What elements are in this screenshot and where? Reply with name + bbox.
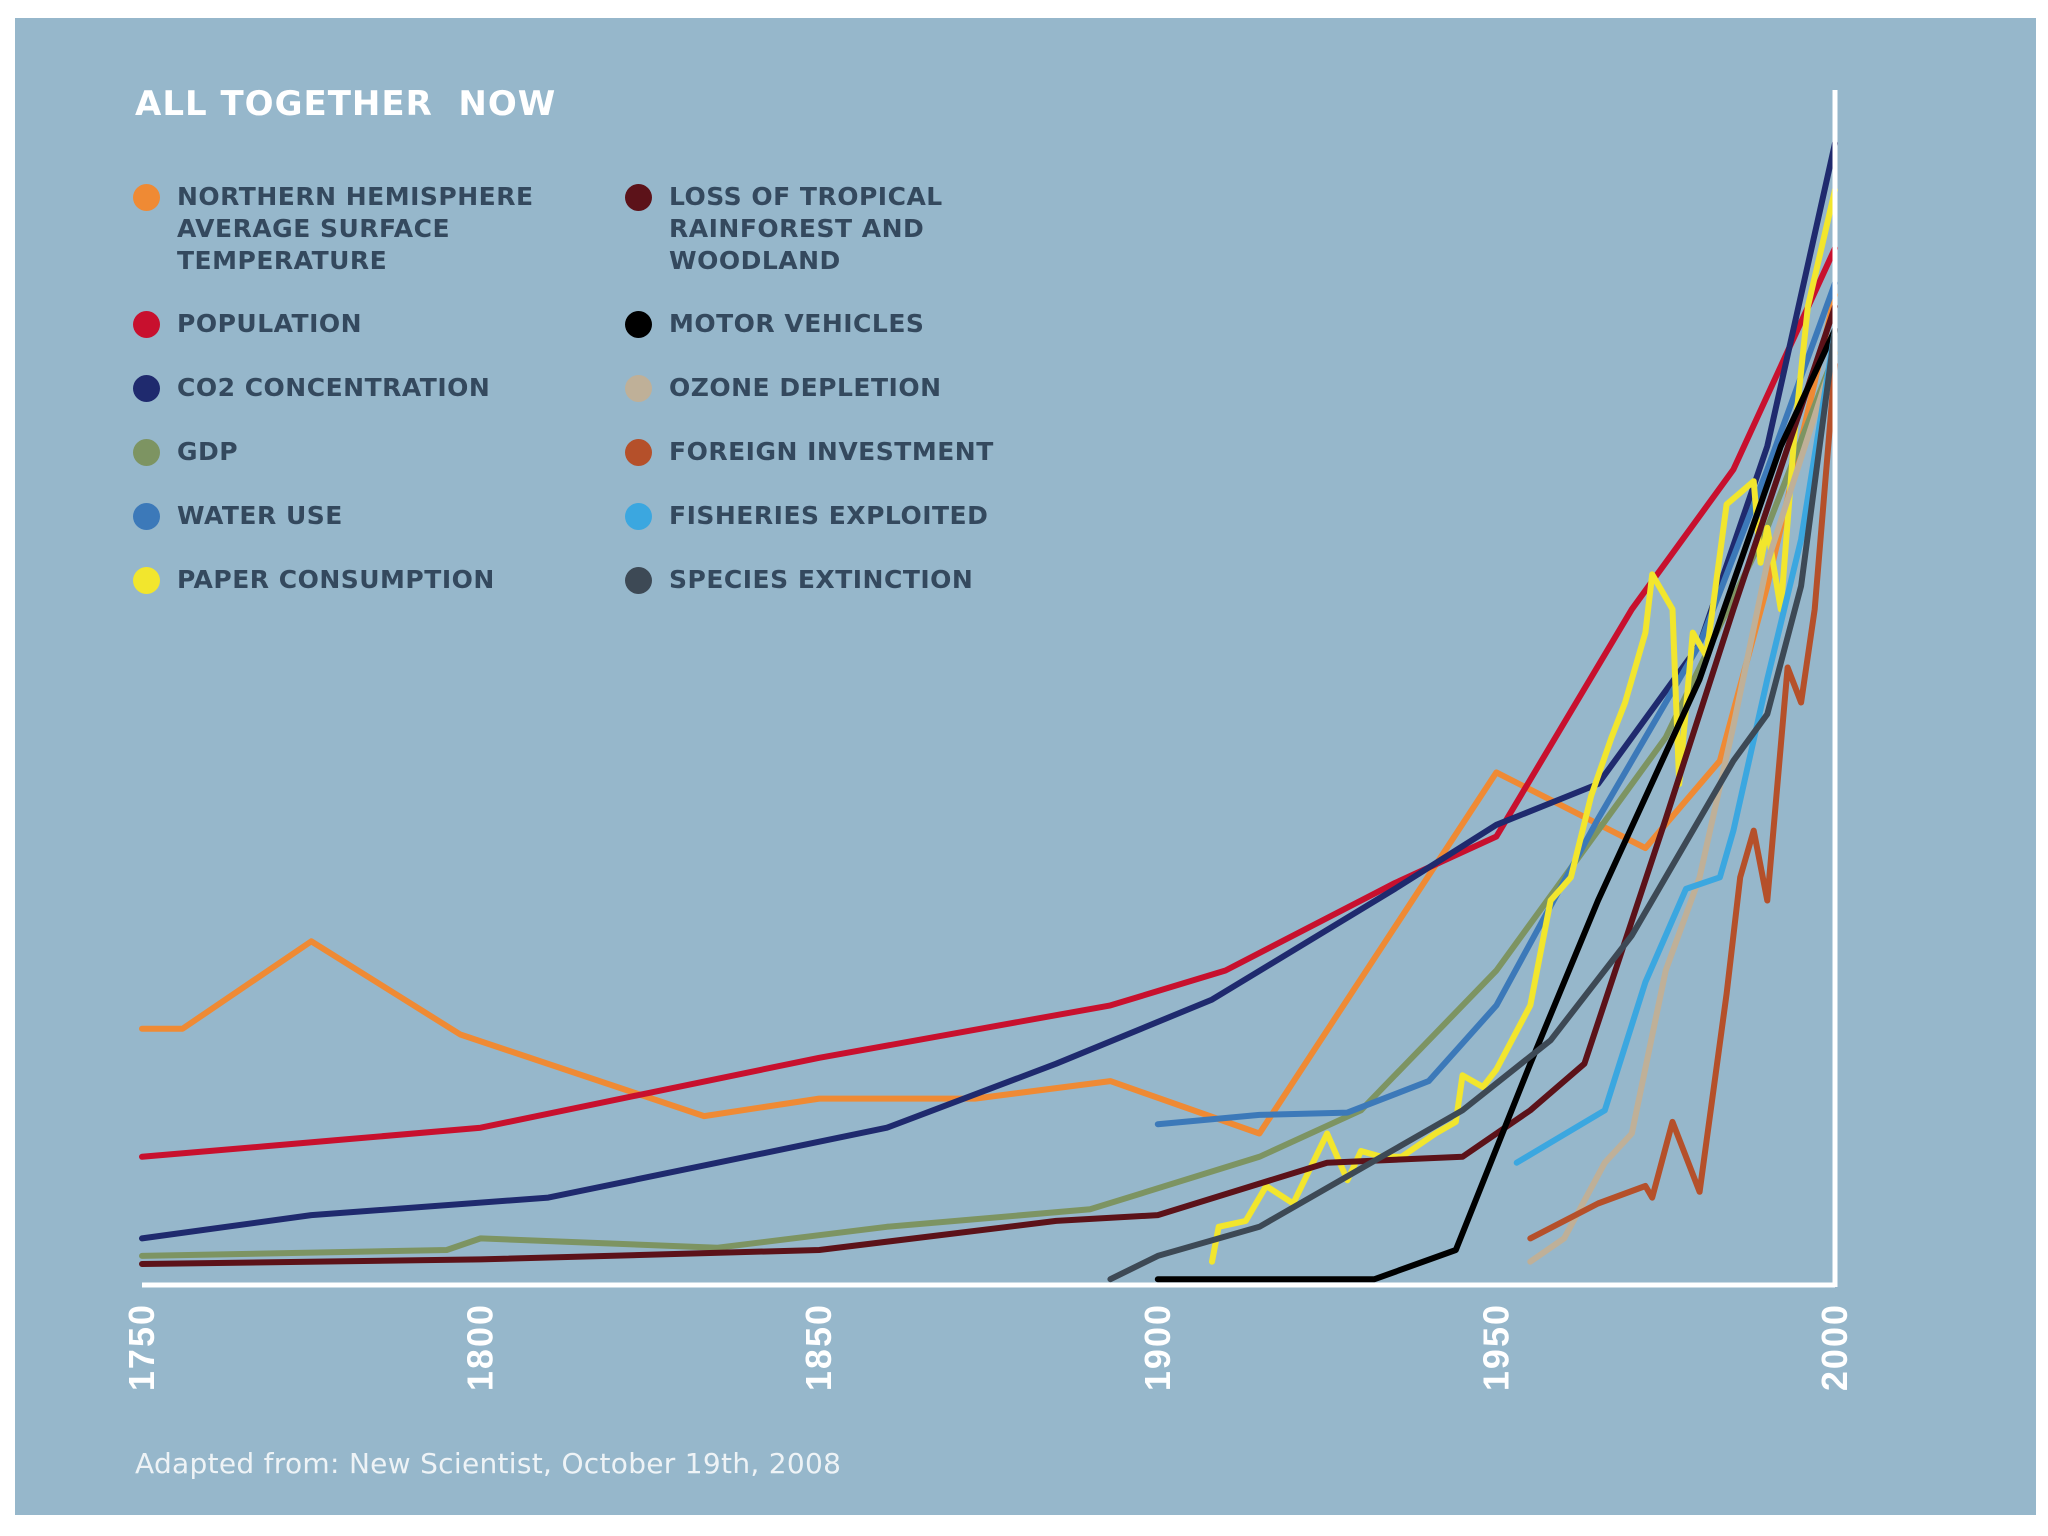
legend-swatch (133, 375, 160, 402)
legend-label: PAPER CONSUMPTION (177, 565, 495, 594)
axis-layer: 1750 1800 1850 1900 1950 2000 (121, 90, 1855, 1391)
legend-swatch (625, 439, 652, 466)
legend-item-paper-consumption: PAPER CONSUMPTION (133, 564, 495, 596)
series-line-motor-vehicles (1154, 326, 1838, 1283)
legend-label: FOREIGN INVESTMENT (669, 437, 994, 466)
legend-swatch (625, 503, 652, 530)
legend-item-foreign-investment: FOREIGN INVESTMENT (625, 436, 994, 468)
legend-label: SPECIES EXTINCTION (669, 565, 974, 594)
x-tick-label-1950: 1950 (1475, 1303, 1516, 1391)
legend-item-fisheries-exploited: FISHERIES EXPLOITED (625, 500, 988, 532)
legend-label: WATER USE (177, 501, 343, 530)
legend-item-water-use: WATER USE (133, 500, 343, 532)
legend-label: CO2 CONCENTRATION (177, 373, 491, 402)
legend-item-species-extinction: SPECIES EXTINCTION (625, 564, 973, 596)
legend-label: MOTOR VEHICLES (669, 309, 925, 338)
legend-swatch (625, 567, 652, 594)
legend-swatch (625, 375, 652, 402)
series-line-population (139, 245, 1838, 1160)
legend-item-ozone-depletion: OZONE DEPLETION (625, 372, 942, 404)
source-note: Adapted from: New Scientist, October 19t… (135, 1447, 842, 1480)
series-line-northern-hemisphere-average-surface-temperature (139, 291, 1838, 1137)
series-line-gdp (139, 350, 1838, 1259)
legend-swatch (625, 184, 652, 211)
x-tick-label-2000: 2000 (1814, 1303, 1855, 1391)
series-layer (139, 140, 1838, 1283)
x-tick-label-1750: 1750 (121, 1303, 162, 1391)
series-line-water-use (1154, 280, 1838, 1128)
legend-item-motor-vehicles: MOTOR VEHICLES (625, 308, 924, 340)
series-line-loss-of-tropical-rainforest-and-woodland (139, 303, 1838, 1267)
legend-swatch (133, 567, 160, 594)
chart-panel (15, 18, 2036, 1515)
legend-label: POPULATION (177, 309, 363, 338)
legend-item-gdp: GDP (133, 436, 238, 468)
series-line-fisheries-exploited (1513, 326, 1838, 1166)
legend-item-co2-concentration: CO2 CONCENTRATION (133, 372, 490, 404)
legend-label: FISHERIES EXPLOITED (669, 501, 989, 530)
legend-item-northern-hemisphere-average-surface-temperature: NORTHERN HEMISPHERE AVERAGE SURFACE TEMPER… (133, 181, 534, 277)
legend-swatch (133, 311, 160, 338)
x-tick-label-1900: 1900 (1137, 1303, 1178, 1391)
chart-title: ALL TOGETHER NOW (135, 84, 557, 124)
legend-swatch (133, 503, 160, 530)
series-line-paper-consumption (1209, 186, 1838, 1265)
legend-label: OZONE DEPLETION (669, 373, 942, 402)
x-tick-label-1850: 1850 (798, 1303, 839, 1391)
legend-swatch (133, 184, 160, 211)
legend-label: NORTHERN HEMISPHERE AVERAGE SURFACE TEMPER… (177, 182, 534, 275)
legend-item-population: POPULATION (133, 308, 362, 340)
legend-item-loss-of-tropical-rainforest-and-woodland: LOSS OF TROPICAL RAINFOREST AND WOODLAND (625, 181, 943, 277)
legend-swatch (133, 439, 160, 466)
series-line-foreign-investment (1527, 361, 1838, 1242)
legend-label: GDP (177, 437, 239, 466)
series-line-species-extinction (1107, 326, 1838, 1283)
x-tick-label-1800: 1800 (460, 1303, 501, 1391)
legend-swatch (625, 311, 652, 338)
legend-label: LOSS OF TROPICAL RAINFOREST AND WOODLAND (669, 182, 943, 275)
